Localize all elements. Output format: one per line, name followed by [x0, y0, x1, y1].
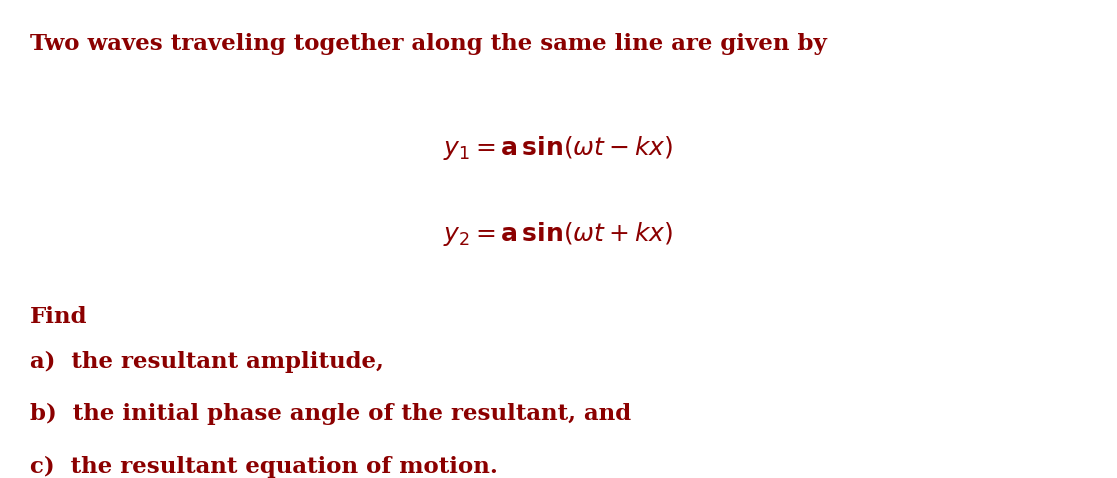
Text: $y_2 = \mathbf{a\,sin}(\omega t + kx)$: $y_2 = \mathbf{a\,sin}(\omega t + kx)$: [443, 220, 674, 248]
Text: b)  the initial phase angle of the resultant, and: b) the initial phase angle of the result…: [30, 403, 631, 425]
Text: Two waves traveling together along the same line are given by: Two waves traveling together along the s…: [30, 33, 827, 55]
Text: a)  the resultant amplitude,: a) the resultant amplitude,: [30, 351, 384, 373]
Text: c)  the resultant equation of motion.: c) the resultant equation of motion.: [30, 456, 498, 478]
Text: $y_1 = \mathbf{a\,sin}(\omega t - kx)$: $y_1 = \mathbf{a\,sin}(\omega t - kx)$: [443, 134, 674, 162]
Text: Find: Find: [30, 306, 87, 328]
